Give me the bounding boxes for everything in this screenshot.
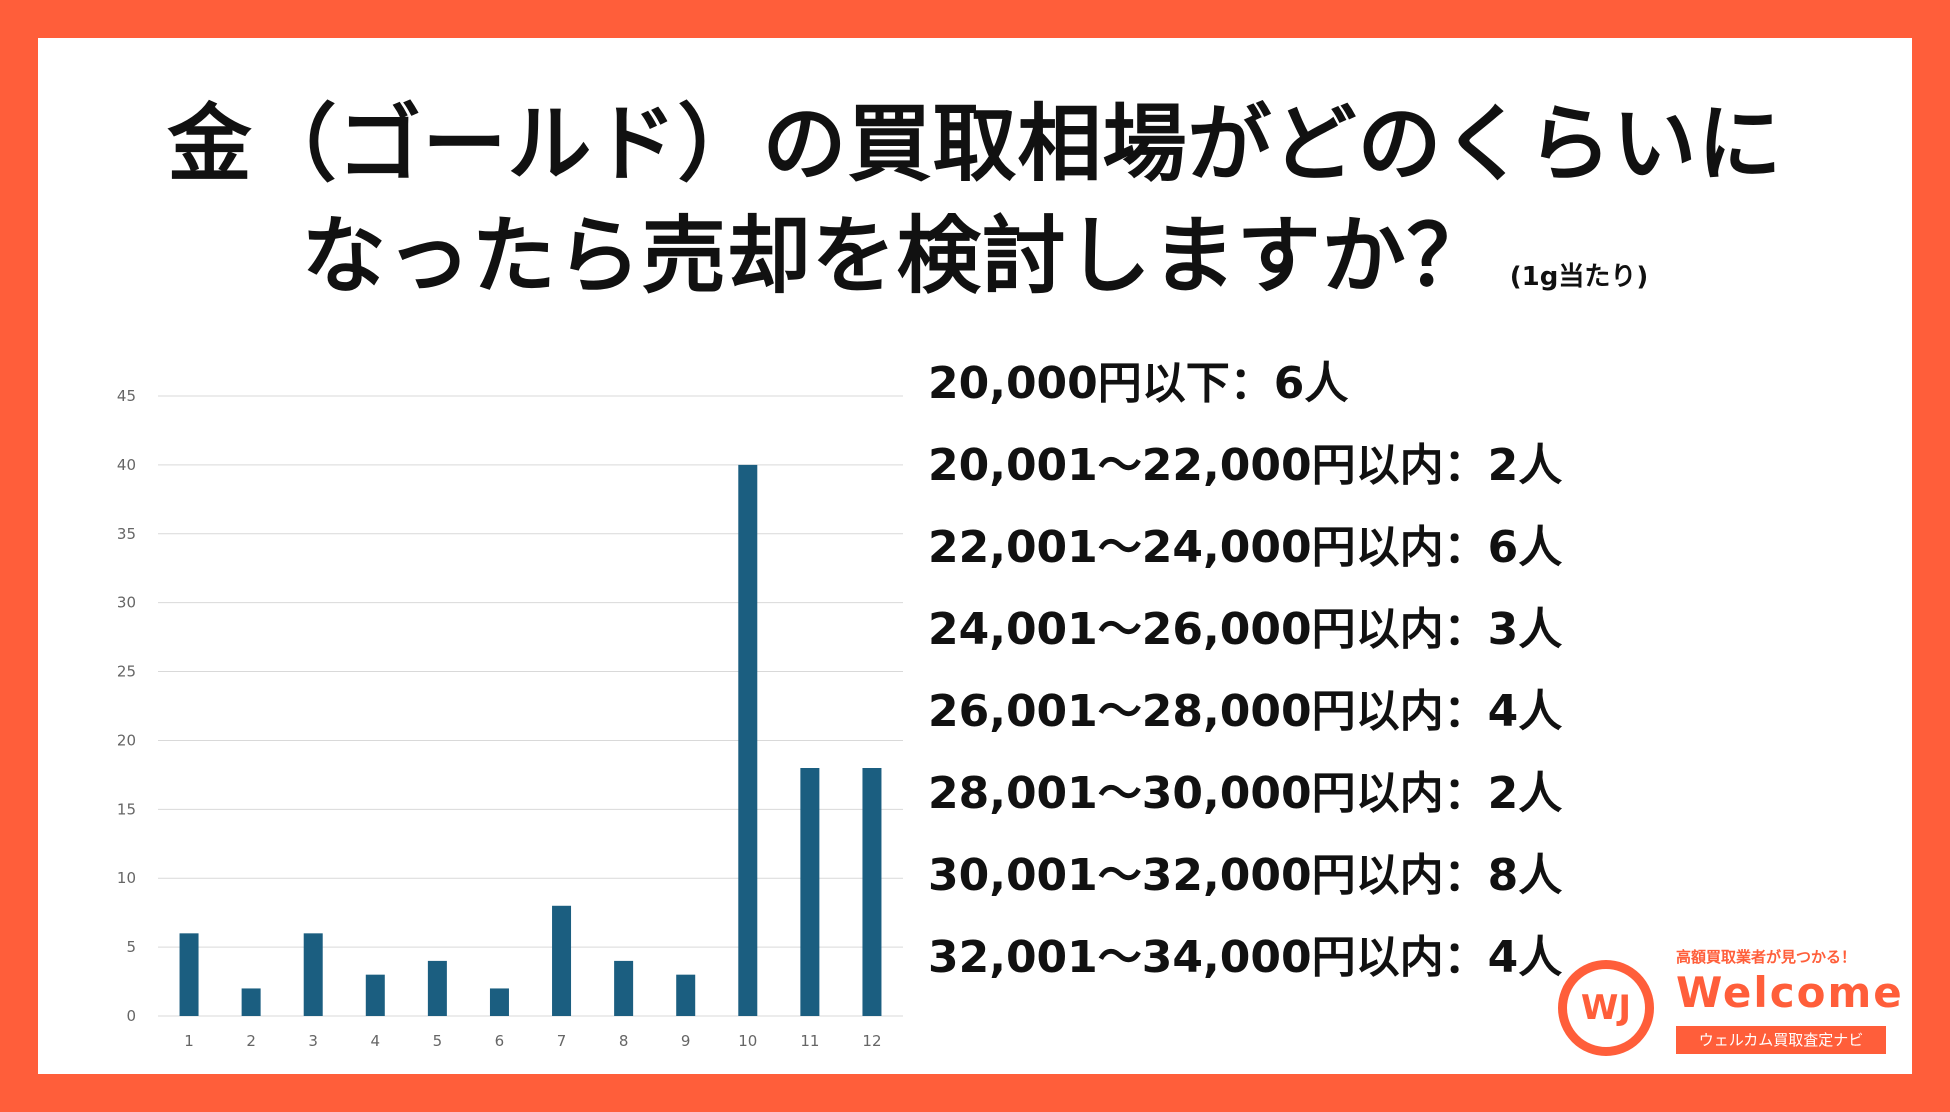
y-tick-label: 5 — [126, 938, 136, 956]
answer-item: 20,000円以下：6人 — [928, 358, 1349, 409]
x-tick-label: 6 — [495, 1032, 505, 1050]
bar — [800, 768, 820, 1016]
content-panel: 金（ゴールド）の買取相場がどのくらいに なったら売却を検討しますか？ (1g当たり… — [38, 38, 1912, 1074]
bar — [427, 960, 447, 1016]
title-unit-note: (1g当たり) — [1509, 262, 1649, 292]
x-tick-label: 2 — [246, 1032, 256, 1050]
answer-item: 26,001～28,000円以内：4人 — [928, 686, 1563, 737]
x-tick-label: 9 — [681, 1032, 691, 1050]
title-line-2-wrap: なったら売却を検討しますか？ (1g当たり) — [38, 200, 1912, 333]
answer-item: 28,001～30,000円以内：2人 — [928, 768, 1563, 819]
page-title: 金（ゴールド）の買取相場がどのくらいに なったら売却を検討しますか？ (1g当たり… — [38, 88, 1912, 333]
y-tick-label: 15 — [117, 800, 136, 818]
y-tick-label: 40 — [117, 456, 136, 474]
x-tick-label: 10 — [738, 1032, 757, 1050]
bar — [241, 988, 261, 1016]
bar — [179, 933, 199, 1016]
logo-wordmark: Welcome — [1676, 968, 1904, 1017]
y-tick-label: 20 — [117, 731, 136, 749]
bar — [862, 768, 882, 1016]
answer-item: 24,001～26,000円以内：3人 — [928, 604, 1563, 655]
bar — [489, 988, 509, 1016]
y-tick-label: 10 — [117, 869, 136, 887]
y-tick-label: 0 — [126, 1007, 136, 1025]
x-tick-label: 4 — [371, 1032, 381, 1050]
bar — [614, 960, 634, 1016]
y-tick-label: 30 — [117, 594, 136, 612]
bar — [676, 974, 696, 1016]
y-tick-label: 45 — [117, 387, 136, 405]
logo-emblem-icon: WJ — [1558, 960, 1654, 1056]
bar — [303, 933, 323, 1016]
x-tick-label: 12 — [862, 1032, 881, 1050]
bar — [738, 464, 758, 1016]
title-line-2: なったら売却を検討しますか？ — [301, 207, 1492, 305]
logo-bar-text: ウェルカム買取査定ナビ — [1676, 1026, 1886, 1054]
x-tick-label: 11 — [800, 1032, 819, 1050]
logo-tagline: 高額買取業者が見つかる！ — [1676, 948, 1857, 966]
bar — [365, 974, 385, 1016]
welcome-logo: WJ 高額買取業者が見つかる！ Welcome ウェルカム買取査定ナビ — [1558, 938, 1902, 1058]
answer-item: 20,001～22,000円以内：2人 — [928, 440, 1563, 491]
x-tick-label: 5 — [433, 1032, 443, 1050]
answer-item: 22,001～24,000円以内：6人 — [928, 522, 1563, 573]
y-tick-label: 25 — [117, 663, 136, 681]
x-tick-label: 3 — [308, 1032, 318, 1050]
bar — [552, 905, 572, 1016]
y-tick-label: 35 — [117, 525, 136, 543]
answer-item: 32,001～34,000円以内：4人 — [928, 932, 1563, 983]
x-tick-label: 1 — [184, 1032, 194, 1050]
title-line-1: 金（ゴールド）の買取相場がどのくらいに — [167, 95, 1783, 193]
answer-list: 20,000円以下：6人 20,001～22,000円以内：2人 22,001～24… — [928, 343, 1562, 999]
x-tick-label: 7 — [557, 1032, 567, 1050]
x-tick-label: 8 — [619, 1032, 629, 1050]
answer-item: 30,001～32,000円以内：8人 — [928, 850, 1563, 901]
